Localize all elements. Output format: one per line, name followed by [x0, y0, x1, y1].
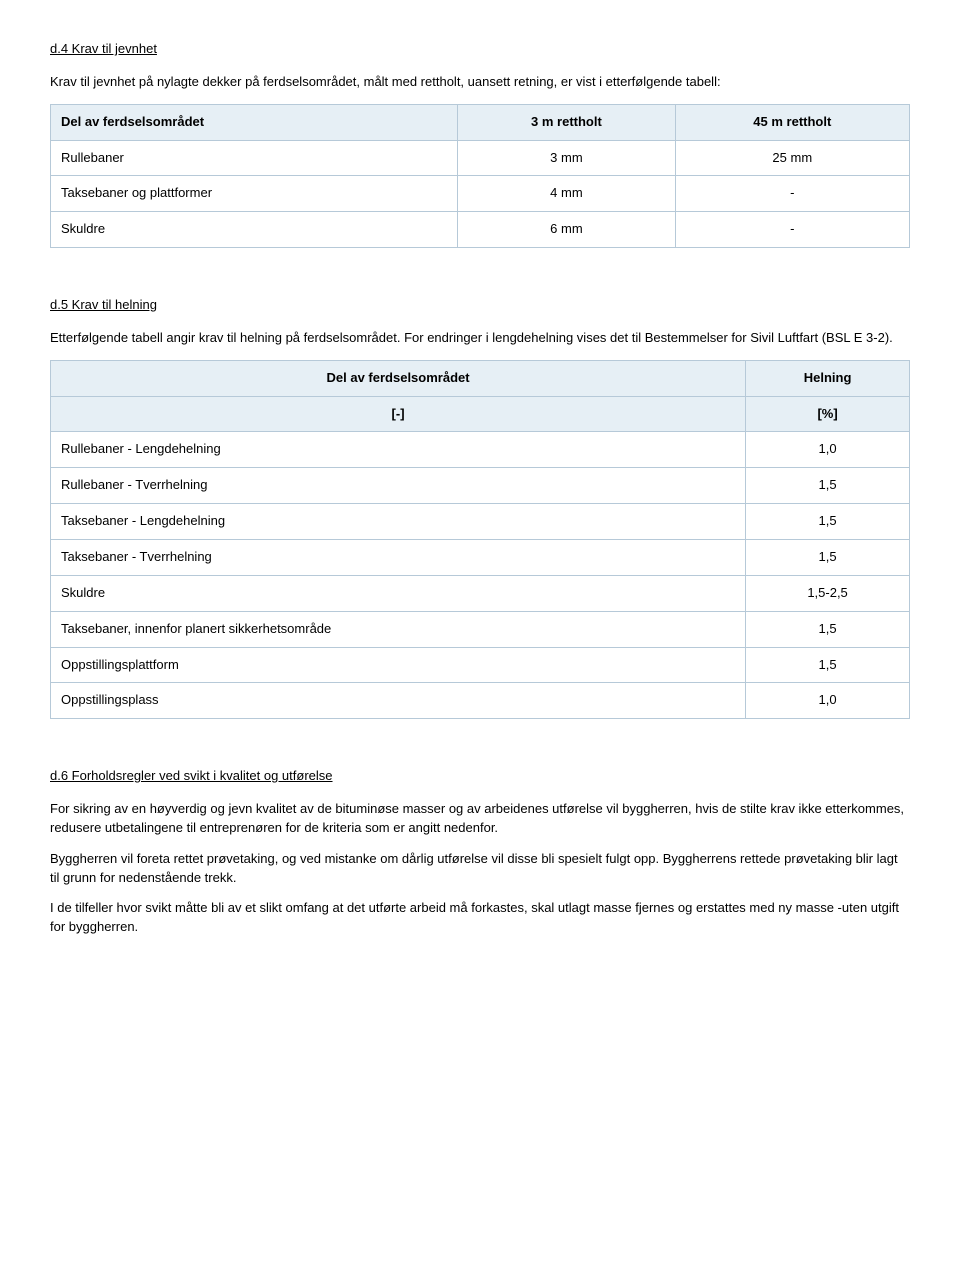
table-row: Taksebaner og plattformer 4 mm -	[51, 176, 910, 212]
d5-cell: Oppstillingsplattform	[51, 647, 746, 683]
d4-cell: Skuldre	[51, 212, 458, 248]
table-row: Rullebaner - Lengdehelning 1,0	[51, 432, 910, 468]
d4-cell: Taksebaner og plattformer	[51, 176, 458, 212]
d4-cell: 25 mm	[675, 140, 909, 176]
d5-cell: 1,0	[746, 683, 910, 719]
d5-cell: Taksebaner - Lengdehelning	[51, 504, 746, 540]
d5-cell: 1,5	[746, 504, 910, 540]
d5-cell: 1,5	[746, 539, 910, 575]
table-row: Oppstillingsplattform 1,5	[51, 647, 910, 683]
d4-col-0: Del av ferdselsområdet	[51, 104, 458, 140]
table-row: Oppstillingsplass 1,0	[51, 683, 910, 719]
d4-cell: 4 mm	[458, 176, 675, 212]
d5-header-0: Del av ferdselsområdet	[51, 360, 746, 396]
table-row: Taksebaner, innenfor planert sikkerhetso…	[51, 611, 910, 647]
d5-cell: Taksebaner, innenfor planert sikkerhetso…	[51, 611, 746, 647]
section-d6-title: d.6 Forholdsregler ved svikt i kvalitet …	[50, 767, 910, 786]
d4-cell: -	[675, 212, 909, 248]
table-row: Rullebaner - Tverrhelning 1,5	[51, 468, 910, 504]
d5-unit-0: [-]	[51, 396, 746, 432]
d5-cell: Taksebaner - Tverrhelning	[51, 539, 746, 575]
table-d5: Del av ferdselsområdet Helning [-] [%] R…	[50, 360, 910, 719]
section-d5-intro: Etterfølgende tabell angir krav til heln…	[50, 329, 910, 348]
table-d4: Del av ferdselsområdet 3 m rettholt 45 m…	[50, 104, 910, 248]
d5-cell: 1,5	[746, 611, 910, 647]
d6-p1: For sikring av en høyverdig og jevn kval…	[50, 800, 910, 838]
d6-p2: Byggherren vil foreta rettet prøvetaking…	[50, 850, 910, 888]
table-row: Taksebaner - Tverrhelning 1,5	[51, 539, 910, 575]
d4-col-2: 45 m rettholt	[675, 104, 909, 140]
d4-cell: Rullebaner	[51, 140, 458, 176]
section-d4-title: d.4 Krav til jevnhet	[50, 40, 910, 59]
d6-p3: I de tilfeller hvor svikt måtte bli av e…	[50, 899, 910, 937]
d5-unit-1: [%]	[746, 396, 910, 432]
d5-cell: 1,5	[746, 647, 910, 683]
d5-cell: 1,5-2,5	[746, 575, 910, 611]
section-d5-title: d.5 Krav til helning	[50, 296, 910, 315]
d5-cell: Skuldre	[51, 575, 746, 611]
section-d4-intro: Krav til jevnhet på nylagte dekker på fe…	[50, 73, 910, 92]
d4-cell: 3 mm	[458, 140, 675, 176]
d5-cell: Rullebaner - Tverrhelning	[51, 468, 746, 504]
d4-cell: 6 mm	[458, 212, 675, 248]
d5-cell: Rullebaner - Lengdehelning	[51, 432, 746, 468]
d4-cell: -	[675, 176, 909, 212]
table-row: Skuldre 1,5-2,5	[51, 575, 910, 611]
table-row: Taksebaner - Lengdehelning 1,5	[51, 504, 910, 540]
d4-col-1: 3 m rettholt	[458, 104, 675, 140]
d5-header-1: Helning	[746, 360, 910, 396]
table-row: Rullebaner 3 mm 25 mm	[51, 140, 910, 176]
d5-cell: Oppstillingsplass	[51, 683, 746, 719]
d5-cell: 1,5	[746, 468, 910, 504]
table-row: Skuldre 6 mm -	[51, 212, 910, 248]
d5-cell: 1,0	[746, 432, 910, 468]
